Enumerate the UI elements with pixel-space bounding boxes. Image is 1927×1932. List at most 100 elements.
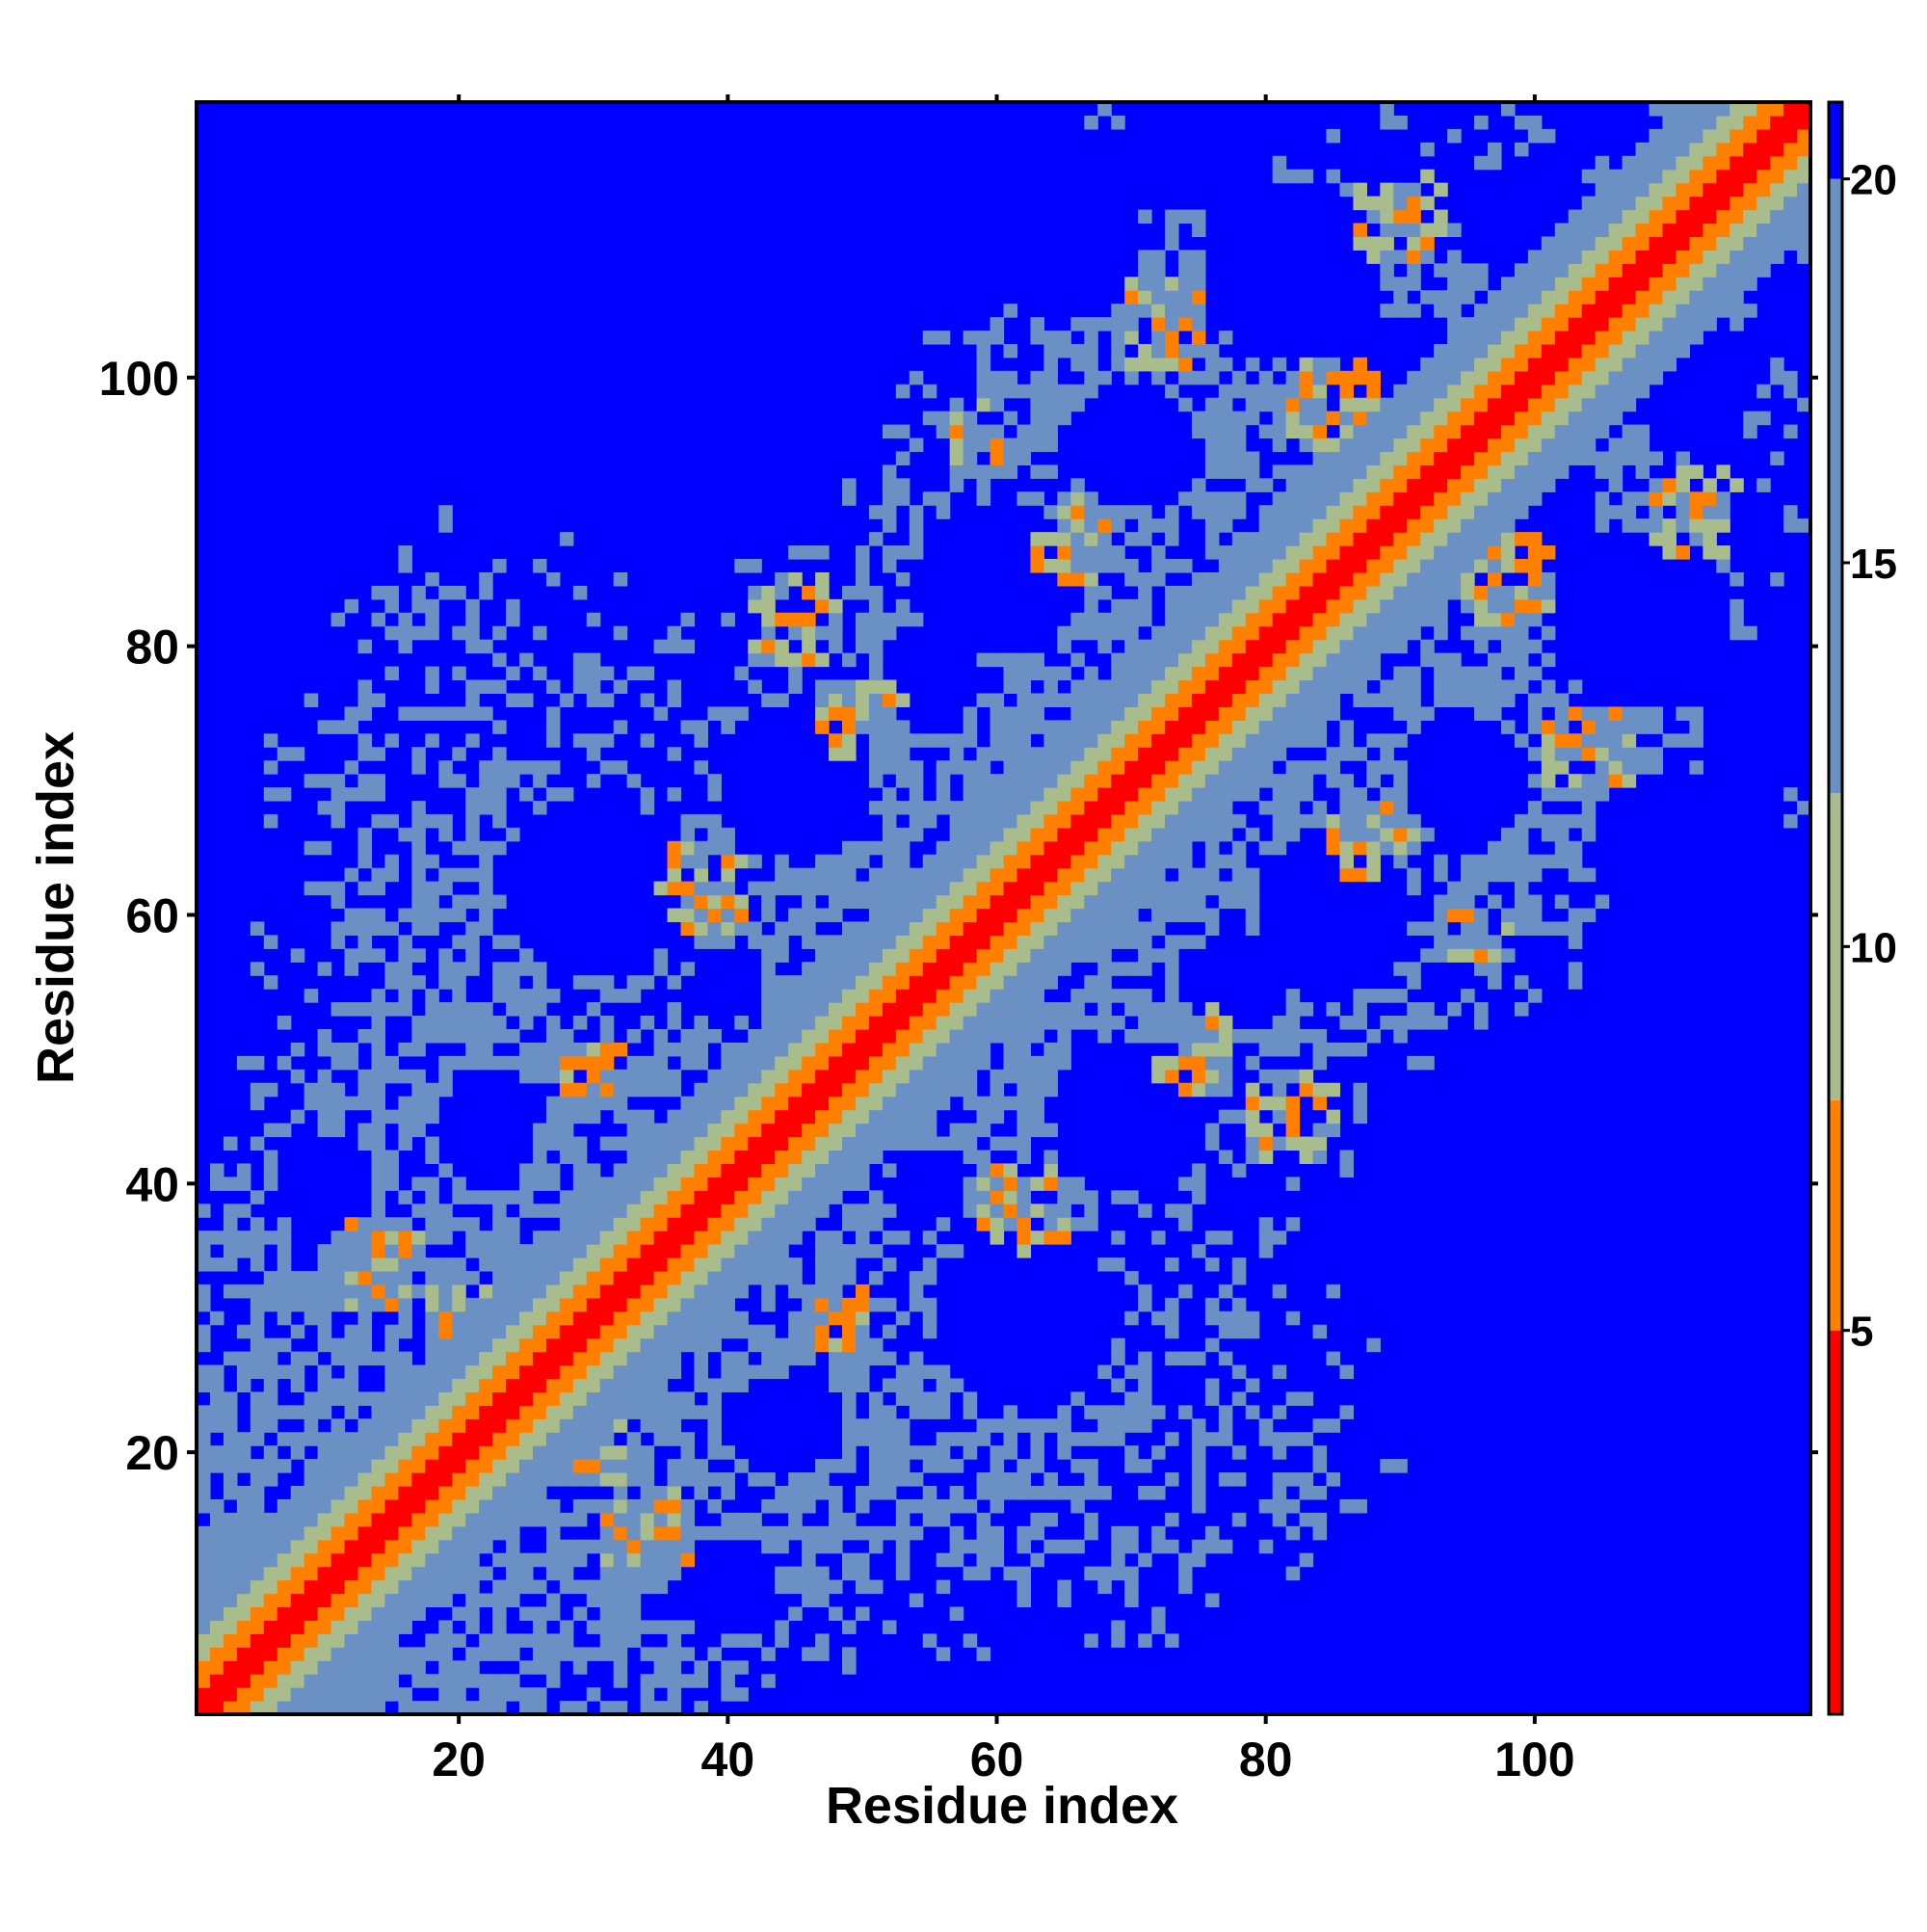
heatmap-cell: [815, 1525, 830, 1541]
heatmap-cell: [815, 1539, 830, 1554]
heatmap-cell: [1151, 545, 1166, 560]
heatmap-cell: [788, 545, 803, 560]
heatmap-cell: [761, 1498, 776, 1514]
heatmap-cell: [788, 652, 803, 668]
heatmap-cell: [734, 1687, 749, 1702]
heatmap-cell: [775, 1231, 789, 1245]
heatmap-cell: [599, 1270, 615, 1285]
heatmap-cell: [1366, 464, 1381, 479]
heatmap-cell: [586, 1082, 601, 1098]
heatmap-cell: [1084, 343, 1098, 358]
heatmap-cell: [290, 1701, 305, 1715]
heatmap-cell: [1447, 948, 1462, 963]
heatmap-cell: [1177, 612, 1193, 627]
heatmap-cell: [1595, 706, 1610, 721]
heatmap-cell: [1541, 236, 1556, 251]
heatmap-cell: [1138, 598, 1152, 614]
heatmap-cell: [721, 1096, 735, 1111]
heatmap-cell: [707, 1284, 722, 1299]
heatmap-cell: [802, 1310, 816, 1326]
heatmap-cell: [1124, 733, 1139, 748]
heatmap-cell: [1111, 115, 1125, 130]
heatmap-cell: [1165, 1324, 1179, 1339]
heatmap-cell: [452, 989, 466, 1003]
heatmap-cell: [963, 1002, 978, 1017]
heatmap-cell: [694, 1405, 709, 1419]
heatmap-cell: [1272, 1472, 1287, 1487]
heatmap-cell: [1568, 921, 1583, 936]
heatmap-cell: [317, 1337, 332, 1353]
heatmap-cell: [1595, 169, 1610, 184]
heatmap-cell: [1057, 1204, 1071, 1218]
heatmap-cell: [1488, 894, 1502, 910]
heatmap-cell: [1285, 774, 1301, 788]
heatmap-cell: [398, 1270, 412, 1285]
heatmap-cell: [1016, 1069, 1032, 1084]
heatmap-cell: [438, 1257, 453, 1272]
heatmap-cell: [1057, 571, 1071, 587]
heatmap-cell: [357, 1391, 373, 1406]
heatmap-cell: [1191, 1539, 1206, 1554]
heatmap-cell: [1366, 384, 1381, 399]
heatmap-cell: [1231, 410, 1247, 426]
heatmap-cell: [1043, 774, 1058, 788]
heatmap-cell: [1554, 827, 1570, 842]
heatmap-cell: [1043, 357, 1058, 372]
heatmap-cell: [1084, 1217, 1098, 1231]
heatmap-cell: [1420, 598, 1435, 614]
heatmap-cell: [317, 1593, 332, 1608]
heatmap-cell: [1474, 370, 1489, 385]
heatmap-cell: [1380, 639, 1394, 654]
heatmap-cell: [829, 948, 843, 963]
heatmap-cell: [990, 317, 1005, 331]
heatmap-cell: [1380, 397, 1394, 412]
heatmap-cell: [667, 1459, 682, 1473]
heatmap-cell: [640, 1552, 655, 1568]
heatmap-cell: [842, 1512, 857, 1527]
heatmap-cell: [384, 1257, 399, 1272]
heatmap-cell: [1043, 437, 1058, 453]
heatmap-cell: [1258, 1231, 1274, 1245]
heatmap-cell: [1043, 1082, 1058, 1098]
heatmap-cell: [936, 505, 951, 519]
heatmap-cell: [1070, 1498, 1085, 1514]
heatmap-cell: [1312, 1136, 1328, 1151]
heatmap-cell: [197, 1620, 211, 1634]
heatmap-cell: [479, 1459, 493, 1473]
heatmap-cell: [1527, 854, 1543, 869]
heatmap-cell: [492, 813, 507, 829]
heatmap-cell: [1568, 263, 1583, 278]
heatmap-cell: [909, 1445, 924, 1460]
heatmap-cell: [680, 1310, 696, 1326]
heatmap-cell: [1285, 800, 1301, 815]
heatmap-cell: [506, 693, 520, 707]
heatmap-cell: [479, 1405, 493, 1419]
heatmap-cell: [452, 1270, 466, 1285]
heatmap-cell: [371, 1109, 386, 1125]
heatmap-cell: [949, 908, 964, 923]
heatmap-cell: [936, 1378, 951, 1392]
heatmap-cell: [1554, 733, 1570, 748]
heatmap-cell: [1366, 1028, 1381, 1044]
heatmap-cell: [1500, 370, 1516, 385]
heatmap-cell: [1285, 787, 1301, 802]
heatmap-cell: [936, 774, 951, 788]
heatmap-cell: [1434, 666, 1448, 681]
heatmap-cell: [640, 666, 655, 681]
heatmap-cell: [1527, 706, 1543, 721]
heatmap-cell: [1500, 679, 1516, 695]
heatmap-cell: [344, 1647, 359, 1661]
heatmap-cell: [479, 1002, 493, 1017]
heatmap-cell: [1541, 451, 1556, 466]
heatmap-cell: [922, 1109, 937, 1125]
heatmap-cell: [1299, 478, 1314, 492]
heatmap-cell: [1245, 1150, 1260, 1164]
heatmap-cell: [1420, 357, 1435, 372]
heatmap-cell: [1124, 666, 1139, 681]
heatmap-cell: [868, 666, 884, 681]
heatmap-cell: [398, 962, 412, 976]
heatmap-cell: [371, 948, 386, 963]
heatmap-cell: [640, 1512, 655, 1527]
heatmap-cell: [1030, 693, 1044, 707]
heatmap-cell: [479, 787, 493, 802]
